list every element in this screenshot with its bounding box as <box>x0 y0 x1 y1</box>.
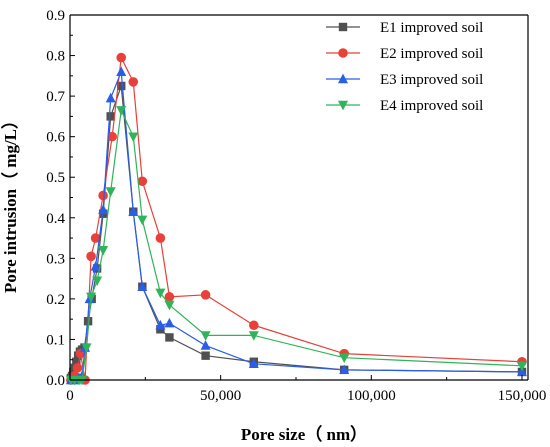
y-tick-label-6: 0.6 <box>46 130 65 146</box>
series-3-point-19 <box>516 366 527 377</box>
series-1-point-20 <box>201 351 210 360</box>
series-3-point-13 <box>137 281 148 291</box>
legend-marker-2 <box>338 48 348 58</box>
y-tick-label-8: 0.8 <box>46 49 65 65</box>
series-3-point-17 <box>248 358 259 368</box>
x-axis-title: Pore size（ nm） <box>241 424 367 444</box>
series-1-point-14 <box>106 112 115 121</box>
series-2-point-17 <box>249 320 259 331</box>
y-tick-label-7: 0.7 <box>46 89 65 105</box>
series-3 <box>65 66 527 385</box>
series-4-point-16 <box>248 331 259 341</box>
series-2-point-15 <box>164 292 175 302</box>
series-3-line <box>70 71 522 381</box>
series-2-point-4 <box>72 363 83 373</box>
y-tick-label-0: 0.0 <box>46 373 65 389</box>
series-3-point-8 <box>90 261 101 271</box>
series-4-line <box>70 108 522 381</box>
series-3-point-12 <box>128 206 139 216</box>
y-tick-label-9: 0.9 <box>46 8 65 24</box>
series-1-line <box>70 85 522 379</box>
legend-entry-2: E2 improved soil <box>326 46 483 62</box>
legend-entry-1: E1 improved soil <box>326 20 483 36</box>
y-tick-label-4: 0.4 <box>46 211 65 227</box>
series-4-point-13 <box>155 288 166 299</box>
legend-label-1: E1 improved soil <box>380 20 483 36</box>
legend-entry-3: E3 improved soil <box>326 72 483 88</box>
series-3-point-18 <box>339 364 350 375</box>
legend: E1 improved soil E2 improved soil E3 impro… <box>326 20 483 114</box>
series-1-point-5 <box>72 357 81 366</box>
series-3-point-9 <box>98 204 109 214</box>
series-2-point-13 <box>137 176 148 187</box>
series-2-point-11 <box>116 52 127 63</box>
x-tick-label-1: 50,000 <box>200 388 241 404</box>
series-4-point-9 <box>105 187 116 197</box>
x-tick-label-2: 100,000 <box>347 388 396 404</box>
series-4-point-17 <box>339 353 350 364</box>
series-4-point-12 <box>137 215 148 226</box>
series-3-point-16 <box>200 340 211 350</box>
series-3-point-14 <box>155 319 166 330</box>
series-2-point-7 <box>86 251 96 262</box>
series-2-point-12 <box>128 77 139 87</box>
ticks-layer: 0.0 0.1 0.2 0.3 0.4 0.5 0.6 0.7 0.8 0.9 0 50,000 100… <box>46 8 546 404</box>
series-4-point-11 <box>128 132 139 143</box>
y-tick-label-5: 0.5 <box>46 170 65 186</box>
x-tick-label-0: 0 <box>66 388 74 404</box>
series-3-point-11 <box>116 66 127 76</box>
x-tick-label-3: 150,000 <box>498 388 547 404</box>
series-4 <box>65 106 527 386</box>
axes-layer <box>69 14 529 381</box>
y-tick-label-3: 0.3 <box>46 251 65 267</box>
legend-label-2: E2 improved soil <box>380 46 483 62</box>
series-4-point-14 <box>164 300 175 311</box>
series-3-point-15 <box>164 317 175 328</box>
legend-label-4: E4 improved soil <box>380 98 483 114</box>
legend-label-3: E3 improved soil <box>380 72 483 88</box>
series-4-point-8 <box>98 246 109 256</box>
series-4-point-5 <box>81 343 92 353</box>
series-3-point-10 <box>105 92 116 103</box>
y-tick-label-1: 0.1 <box>46 332 65 348</box>
series-2-point-8 <box>90 233 101 243</box>
series-4-point-18 <box>516 361 527 372</box>
series-1-point-19 <box>165 333 174 342</box>
series-4-point-7 <box>92 276 103 287</box>
legend-marker-1 <box>338 22 348 32</box>
series-4-point-6 <box>86 292 97 303</box>
y-tick-label-2: 0.2 <box>46 292 65 308</box>
legend-marker-3 <box>338 73 348 84</box>
series-2-point-14 <box>155 233 166 243</box>
series-1-point-15 <box>117 81 126 91</box>
legend-entry-4: E4 improved soil <box>326 98 483 114</box>
y-axis-title: Pore intrusion（ mg/L） <box>0 112 20 293</box>
legend-marker-4 <box>338 100 348 111</box>
series-4-point-15 <box>200 331 211 341</box>
series-4-point-10 <box>116 106 127 116</box>
series-2-point-16 <box>200 290 211 300</box>
series-2-point-10 <box>107 131 117 142</box>
series-2-point-9 <box>98 190 108 201</box>
